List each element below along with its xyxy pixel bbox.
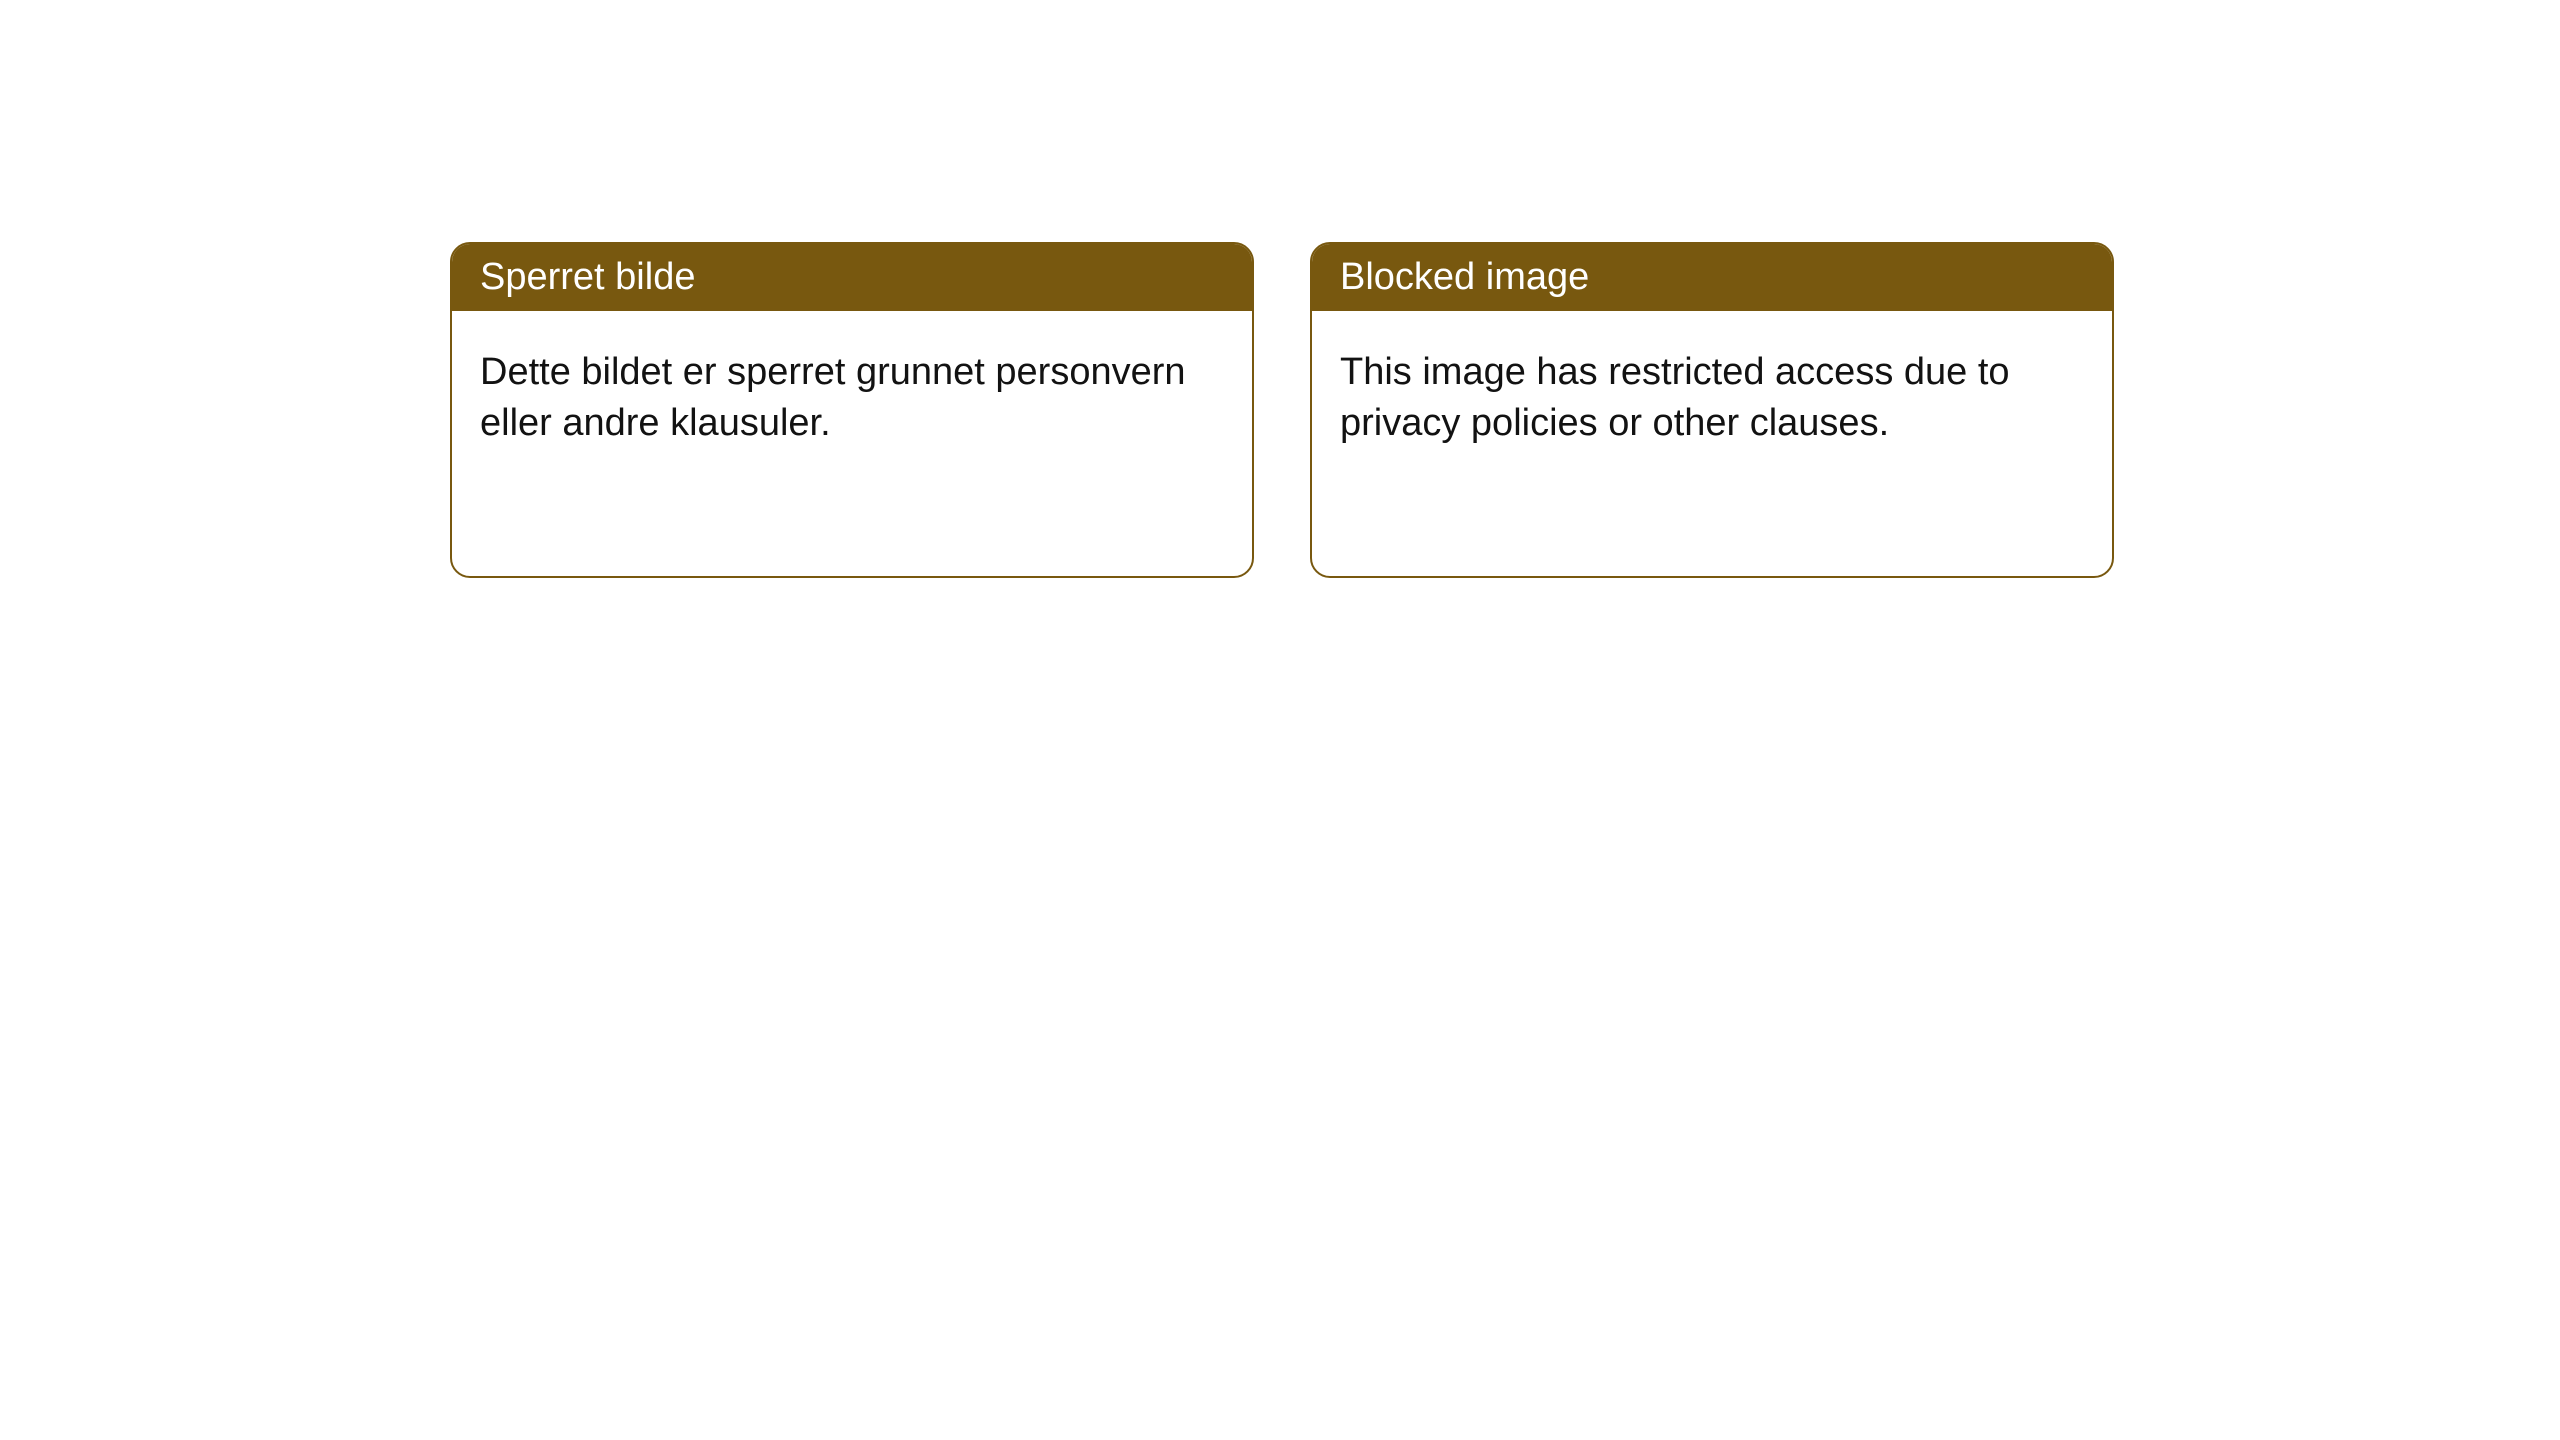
card-header: Sperret bilde [452,244,1252,311]
notice-container: Sperret bilde Dette bildet er sperret gr… [0,0,2560,578]
card-body-text: This image has restricted access due to … [1340,351,2010,444]
blocked-image-card-en: Blocked image This image has restricted … [1310,242,2114,578]
card-body-text: Dette bildet er sperret grunnet personve… [480,351,1186,444]
card-body: Dette bildet er sperret grunnet personve… [452,311,1252,486]
blocked-image-card-no: Sperret bilde Dette bildet er sperret gr… [450,242,1254,578]
card-title: Sperret bilde [480,256,695,298]
card-title: Blocked image [1340,256,1589,298]
card-body: This image has restricted access due to … [1312,311,2112,486]
card-header: Blocked image [1312,244,2112,311]
